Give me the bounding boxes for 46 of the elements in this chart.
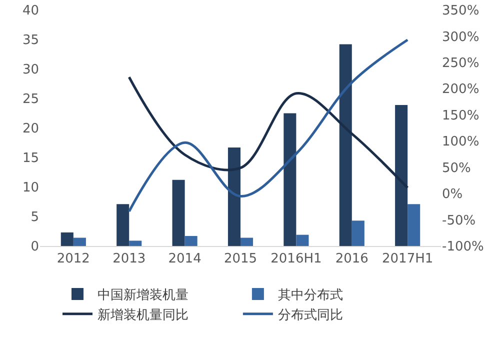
- y2-tick-label: 350%: [442, 4, 480, 19]
- x-tick-label: 2014: [168, 252, 202, 267]
- bar: [240, 238, 254, 246]
- y-tick-label: 30: [22, 62, 39, 78]
- bar: [339, 44, 352, 246]
- y-tick-label: 35: [22, 33, 39, 48]
- y2-tick-label: 0%: [442, 187, 463, 202]
- y2-tick-label: 300%: [442, 30, 480, 45]
- x-tick-label: 2016H1: [270, 252, 322, 267]
- y2-tick-label: 100%: [442, 134, 480, 150]
- bar: [60, 232, 74, 246]
- y2-tick-label: 150%: [442, 108, 480, 124]
- y2-tick-label: -100%: [442, 240, 484, 255]
- x-tick-label: 2016: [335, 252, 368, 267]
- x-tick-label: 2015: [224, 252, 258, 267]
- bar: [408, 204, 420, 246]
- bar: [184, 236, 198, 246]
- y-tick-label: 15: [22, 151, 39, 166]
- bar: [395, 104, 408, 246]
- bar: [172, 180, 185, 246]
- y-tick-label: 0: [30, 240, 39, 255]
- bar: [352, 220, 364, 246]
- y2-tick-label: 250%: [442, 56, 480, 71]
- line-series: [128, 38, 409, 213]
- y2-tick-label: 200%: [442, 82, 480, 98]
- legend-label: 中国新增装机量: [98, 288, 188, 304]
- bar: [284, 113, 296, 246]
- legend-label: 其中分布式: [278, 288, 343, 304]
- y-tick-label: 20: [22, 122, 39, 137]
- line-series: [128, 76, 409, 190]
- y-tick-label: 10: [22, 180, 39, 196]
- bar: [296, 234, 309, 246]
- legend-label: 分布式同比: [278, 308, 343, 323]
- x-tick-label: 2012: [56, 252, 90, 267]
- y-tick-label: 40: [22, 4, 39, 19]
- x-tick-label: 2013: [112, 252, 146, 267]
- bar: [228, 147, 240, 246]
- y2-tick-label: 50%: [442, 160, 471, 176]
- bar: [73, 238, 86, 246]
- bar: [129, 240, 142, 246]
- y-tick-label: 5: [30, 210, 39, 226]
- y-tick-label: 25: [22, 92, 39, 108]
- bar: [116, 204, 130, 246]
- x-tick-label: 2017H1: [382, 252, 434, 267]
- legend-label: 新增装机量同比: [98, 308, 188, 323]
- y2-tick-label: -50%: [442, 213, 476, 228]
